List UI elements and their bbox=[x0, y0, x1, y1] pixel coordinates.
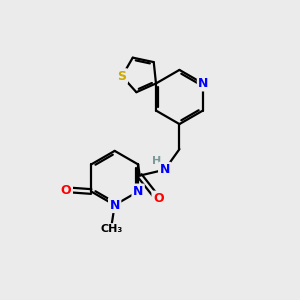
Text: N: N bbox=[160, 163, 170, 176]
Text: N: N bbox=[133, 185, 143, 198]
Text: O: O bbox=[153, 192, 164, 205]
Text: H: H bbox=[152, 157, 161, 166]
Text: S: S bbox=[118, 70, 127, 83]
Text: O: O bbox=[61, 184, 71, 196]
Text: N: N bbox=[198, 77, 209, 90]
Text: CH₃: CH₃ bbox=[100, 224, 123, 235]
Text: N: N bbox=[110, 199, 120, 212]
